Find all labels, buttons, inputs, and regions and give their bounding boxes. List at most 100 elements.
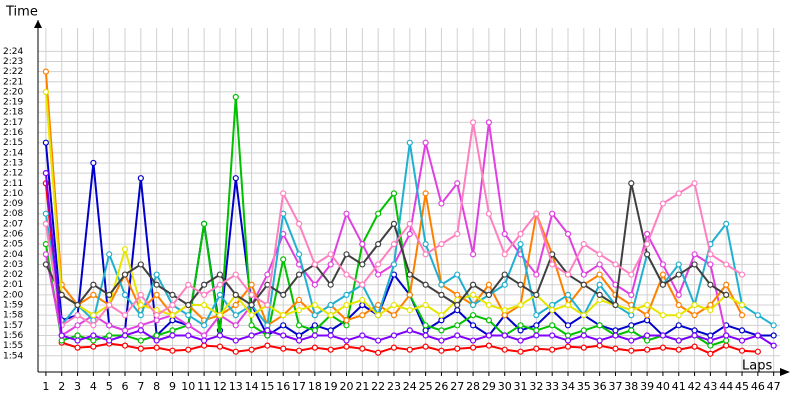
point [42,210,50,217]
point [549,322,556,329]
point [501,230,508,238]
point [691,261,698,268]
point [564,332,572,339]
point [42,88,50,96]
point [517,337,524,344]
point [311,344,318,351]
point [691,327,698,334]
point [628,322,635,329]
point [185,281,192,288]
point [691,332,698,339]
point [469,337,477,344]
point [707,307,714,314]
point [422,327,429,334]
y-tick-label: 2:22 [3,67,23,77]
point [659,332,667,339]
point [564,271,572,278]
point [185,322,192,329]
point [612,345,619,352]
point [42,241,50,248]
y-tick-label: 2:15 [3,138,23,148]
point [58,337,65,344]
point [533,210,540,217]
x-tick-label: 2 [58,380,65,393]
point [169,332,176,339]
point [675,322,682,329]
point [644,317,651,324]
point [280,190,287,197]
point [406,307,413,314]
point [106,332,113,339]
x-tick-label: 29 [482,380,496,393]
point [232,348,239,355]
point [153,271,160,278]
point [153,337,160,344]
x-tick-label: 22 [371,380,385,393]
point [375,337,382,344]
y-tick-label: 1:56 [3,331,23,341]
y-tick-label: 2:21 [3,77,23,87]
x-tick-label: 18 [308,380,322,393]
point [375,210,382,217]
point [517,241,524,248]
point [58,332,65,339]
point [232,322,239,329]
point [691,312,698,319]
point [564,230,572,238]
point [596,322,603,329]
point [738,312,746,319]
point [248,301,255,309]
point [42,139,50,146]
point [216,312,224,319]
point [327,281,334,288]
point [723,337,730,344]
point [121,246,129,253]
point [90,337,97,344]
point [264,322,271,329]
point [469,312,477,319]
point [280,322,287,329]
point [644,301,651,309]
point [406,271,413,278]
point [580,241,587,248]
series-line [44,183,758,355]
point [533,332,540,339]
point [359,296,366,304]
point [137,175,144,182]
point [201,342,208,349]
point [596,261,603,268]
x-tick-label: 17 [292,380,306,393]
point [185,332,192,339]
point [422,322,429,329]
point [628,337,635,344]
point [311,261,318,268]
point [327,332,334,339]
x-arrow [780,368,790,376]
point [280,345,287,352]
point [153,312,160,319]
point [359,312,366,319]
y-tick-label: 2:11 [3,179,23,189]
point [295,251,303,258]
point [738,327,746,334]
point [691,343,698,350]
point [106,337,113,344]
point [707,350,714,357]
point [201,291,208,298]
point [137,312,144,319]
point [549,346,556,353]
point [675,301,682,309]
point [564,337,572,344]
point [343,343,350,350]
point [359,301,366,309]
y-tick-label: 2:04 [3,250,23,260]
point [153,332,160,339]
point [106,291,113,298]
point [723,261,730,268]
point [295,322,303,329]
point [549,332,556,339]
point [406,291,413,298]
point [248,291,255,298]
point [707,261,714,268]
